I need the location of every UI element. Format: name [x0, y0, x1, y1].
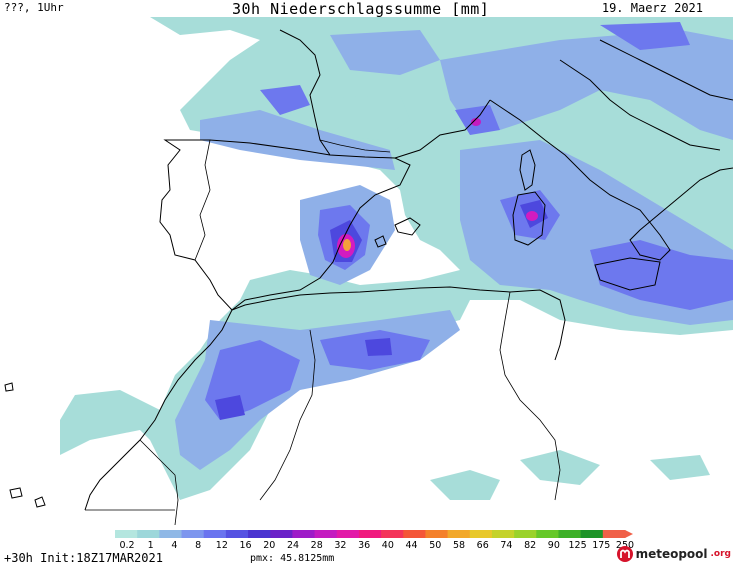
color-scale-tick-label: 82: [524, 540, 537, 551]
color-scale-tick-label: 125: [568, 540, 587, 551]
coast-italy: [489, 59, 733, 261]
color-scale-swatch: [292, 530, 316, 538]
color-scale-swatch: [115, 530, 138, 538]
island-ibiza: [374, 235, 387, 248]
color-scale-tick-label: 1: [147, 540, 154, 551]
color-scale-tick-label: 40: [381, 540, 394, 551]
island-canary: [4, 382, 46, 508]
color-scale-swatch: [203, 530, 227, 538]
color-scale-tick-label: 32: [334, 540, 347, 551]
coast-north-africa: [231, 286, 566, 361]
color-scale-swatch: [447, 530, 471, 538]
color-scale-swatch: [381, 530, 404, 538]
color-scale-swatch: [580, 530, 604, 538]
init-time-label: +30h Init:18Z17MAR2021: [4, 551, 163, 565]
max-precip-label: pmx: 45.8125mm: [250, 553, 335, 564]
border-algeria-morocco: [259, 329, 316, 501]
color-scale-swatch: [514, 530, 537, 538]
color-scale-swatch: [469, 530, 493, 538]
precip-max-alps: [471, 118, 481, 126]
color-scale-tick-label: 90: [547, 540, 560, 551]
color-scale-swatch: [358, 530, 382, 538]
color-scale-tick-label: 20: [263, 540, 276, 551]
color-scale-tick-label: 4: [171, 540, 178, 551]
brand-tld: .org: [710, 549, 731, 559]
color-scale-swatch: [159, 530, 183, 538]
precip-area-mid: [200, 110, 395, 170]
color-scale-tick-label: 12: [215, 540, 228, 551]
forecast-date: 19. Maerz 2021: [601, 1, 703, 15]
island-sardinia: [512, 191, 546, 246]
color-scale-tick-label: 44: [405, 540, 418, 551]
color-scale-swatch: [403, 530, 426, 538]
coastlines: [84, 29, 733, 511]
border-pyrenees: [319, 139, 391, 153]
color-scale-swatch: [181, 530, 205, 538]
precip-field: [60, 17, 733, 500]
meteopool-logo[interactable]: meteopool .org: [616, 546, 731, 562]
island-sicily: [594, 257, 661, 291]
color-scale-tick-label: 74: [500, 540, 513, 551]
island-corsica: [519, 149, 536, 191]
border-algeria-tunisia: [499, 291, 561, 501]
meteopool-icon: [616, 546, 633, 562]
color-scale-swatch: [248, 530, 271, 538]
border-morocco-south: [85, 439, 179, 526]
coast-morocco-atlantic: [84, 309, 233, 511]
color-scale-swatch: [491, 530, 515, 538]
color-scale-swatch: [336, 530, 360, 538]
color-scale-tick-label: 50: [429, 540, 442, 551]
color-scale-bar: [115, 530, 633, 538]
color-scale-tick-label: 250: [616, 540, 634, 551]
color-scale-swatch: [314, 530, 338, 538]
color-scale-tick-label: 28: [310, 540, 323, 551]
color-scale-tick-label: 16: [239, 540, 252, 551]
forecast-hour-label: ???, 1Uhr: [4, 1, 64, 14]
color-scale-swatches: [115, 530, 633, 538]
brand-name: meteopool: [635, 547, 708, 561]
color-scale-tick-label: 36: [358, 540, 371, 551]
color-scale-swatch: [225, 530, 249, 538]
color-scale-tick-label: 24: [286, 540, 300, 551]
islands: [4, 149, 661, 508]
color-scale-swatch: [536, 530, 559, 538]
island-mallorca: [394, 217, 421, 236]
color-scale-tick-label: 175: [592, 540, 611, 551]
color-scale-tick-label: 66: [476, 540, 489, 551]
color-scale-tick-label: 0.2: [119, 540, 135, 551]
coast-france: [279, 29, 491, 159]
color-scale-swatch: [425, 530, 449, 538]
borders: [85, 139, 561, 526]
border-spain-portugal: [194, 139, 211, 261]
precipitation-map: [4, 17, 733, 526]
coast-adriatic: [599, 39, 733, 101]
precip-max-sardinia: [526, 211, 538, 221]
color-scale-swatch: [137, 530, 160, 538]
color-scale-swatch: [602, 530, 626, 538]
color-scale-swatch: [270, 530, 293, 538]
color-scale-swatch: [558, 530, 582, 538]
coast-iberia: [159, 139, 411, 311]
color-scale-tick-label: 8: [195, 540, 202, 551]
map-title: 30h Niederschlagssumme [mm]: [232, 0, 490, 18]
color-scale-arrow: [625, 530, 633, 538]
color-scale-tick-label: 58: [452, 540, 466, 551]
